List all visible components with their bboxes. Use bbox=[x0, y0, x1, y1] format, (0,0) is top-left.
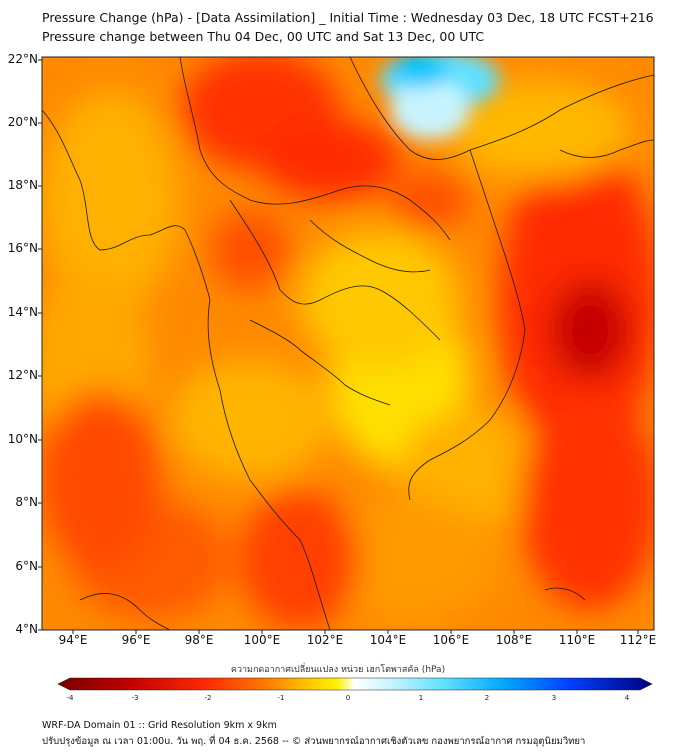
lat-label-4n: 4°N bbox=[15, 622, 38, 636]
colorbar-tick: 2 bbox=[484, 694, 490, 702]
lat-label-18n: 18°N bbox=[7, 178, 38, 192]
pressure-field bbox=[42, 57, 654, 630]
footer-model-info: WRF-DA Domain 01 :: Grid Resolution 9km … bbox=[42, 720, 277, 731]
lon-label-110e: 110°E bbox=[558, 633, 596, 647]
lon-label-104e: 104°E bbox=[369, 633, 407, 647]
lon-label-94e: 94°E bbox=[58, 633, 88, 647]
lon-label-100e: 100°E bbox=[243, 633, 281, 647]
colorbar-tick: 1 bbox=[418, 694, 424, 702]
lon-label-112e: 112°E bbox=[619, 633, 657, 647]
colorbar-tick: -4 bbox=[66, 694, 74, 702]
lon-label-102e: 102°E bbox=[306, 633, 344, 647]
lat-label-10n: 10°N bbox=[7, 432, 38, 446]
lon-label-98e: 98°E bbox=[184, 633, 214, 647]
colorbar-tick: -1 bbox=[277, 694, 285, 702]
colorbar-bar bbox=[57, 677, 653, 691]
colorbar-tick: -3 bbox=[131, 694, 139, 702]
lat-label-20n: 20°N bbox=[7, 115, 38, 129]
map-subtitle: Pressure change between Thu 04 Dec, 00 U… bbox=[42, 29, 485, 44]
map-title: Pressure Change (hPa) - [Data Assimilati… bbox=[42, 10, 654, 25]
axis-ticks bbox=[38, 59, 639, 634]
lat-label-16n: 16°N bbox=[7, 241, 38, 255]
lon-label-106e: 106°E bbox=[432, 633, 470, 647]
coastline-borders bbox=[42, 57, 654, 630]
lat-label-14n: 14°N bbox=[7, 305, 38, 319]
map-frame bbox=[41, 56, 655, 631]
colorbar-tick: 4 bbox=[624, 694, 630, 702]
lat-label-22n: 22°N bbox=[7, 52, 38, 66]
colorbar-tick: 0 bbox=[345, 694, 351, 702]
lat-label-6n: 6°N bbox=[15, 559, 38, 573]
footer-update-credit: ปรับปรุงข้อมูล ณ เวลา 01:00u. วัน พฤ. ที… bbox=[42, 736, 586, 747]
colorbar-tick: 3 bbox=[551, 694, 557, 702]
lat-label-12n: 12°N bbox=[7, 368, 38, 382]
lat-label-8n: 8°N bbox=[15, 495, 38, 509]
colorbar-tick: -2 bbox=[204, 694, 212, 702]
colorbar-title: ความกดอากาศเปลี่ยนแปลง หน่วย เฮกโตพาสคัล… bbox=[230, 665, 446, 675]
lon-label-108e: 108°E bbox=[495, 633, 533, 647]
lon-label-96e: 96°E bbox=[121, 633, 151, 647]
colorbar bbox=[57, 677, 653, 691]
